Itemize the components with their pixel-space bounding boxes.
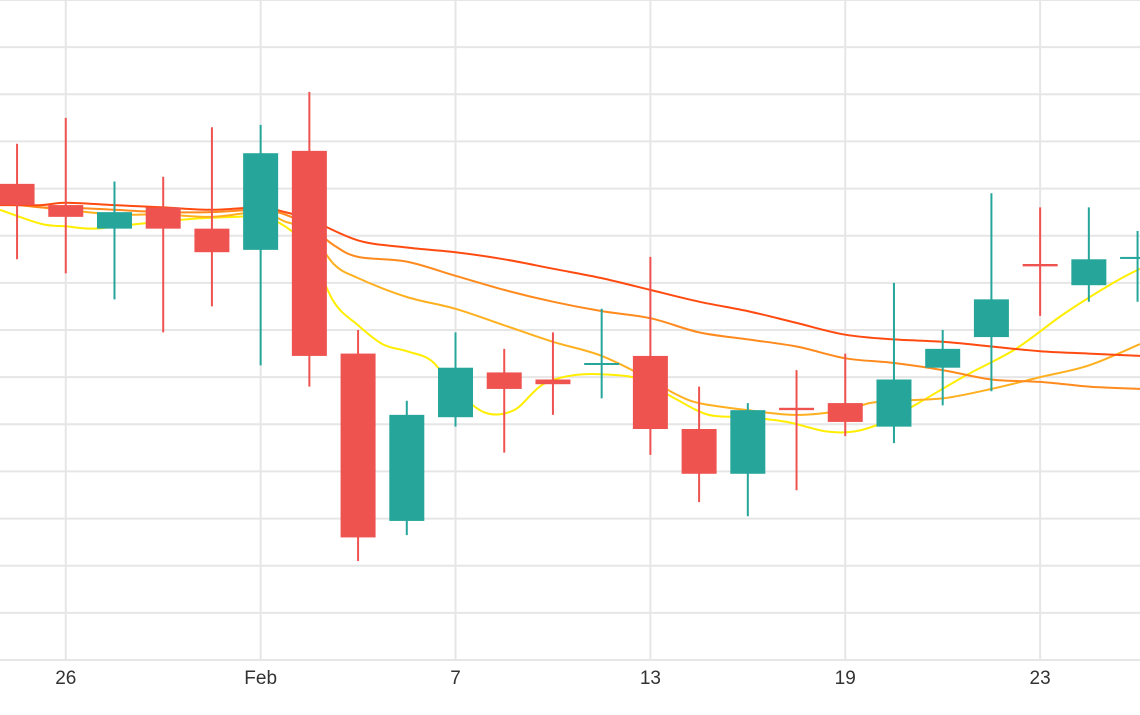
candle (291, 91, 327, 387)
x-tick-label: 13 (640, 668, 661, 689)
x-tick-label: 23 (1030, 668, 1051, 689)
moving-average-line (0, 208, 1140, 434)
candle-body (486, 372, 522, 389)
candle-body (145, 207, 181, 229)
candle (1120, 231, 1140, 302)
candles (0, 91, 1140, 561)
candle-body (48, 205, 84, 217)
candle (584, 308, 620, 399)
candle (779, 370, 815, 491)
candle (243, 124, 279, 366)
candle-body (779, 407, 815, 411)
candle-body (291, 150, 327, 356)
candle (632, 256, 668, 455)
x-tick-label: 19 (835, 668, 856, 689)
candle-body (96, 212, 132, 229)
candle (340, 330, 376, 561)
candle-body (243, 153, 279, 250)
candle (1071, 207, 1107, 302)
x-axis: 26 Feb 7 13 19 23 (55, 668, 1050, 689)
x-tick-label: Feb (244, 668, 277, 689)
candle (438, 332, 474, 427)
candle-body (0, 183, 35, 206)
candle (48, 117, 84, 274)
candle-body (876, 379, 912, 427)
candle-body (438, 367, 474, 418)
candle (0, 143, 35, 260)
candle (194, 127, 230, 307)
candle-body (535, 379, 571, 385)
candle (145, 176, 181, 333)
candle (925, 330, 961, 406)
candle-body (632, 355, 668, 429)
candle (876, 282, 912, 444)
candle (1022, 207, 1058, 316)
candle-body (389, 414, 425, 521)
candle (730, 403, 766, 517)
candle (96, 181, 132, 300)
candle-body (340, 353, 376, 538)
candle-body (584, 363, 620, 365)
candle-body (1022, 264, 1058, 267)
candle-body (827, 403, 863, 422)
candle-body (973, 299, 1009, 338)
x-tick-label: 26 (55, 668, 76, 689)
candle-body (1120, 256, 1140, 259)
x-tick-label: 7 (450, 668, 461, 689)
candle-body (925, 348, 961, 368)
candle (535, 332, 571, 415)
candle (486, 348, 522, 453)
candle (681, 386, 717, 503)
candle (827, 353, 863, 437)
candle-body (194, 228, 230, 253)
horizontal-gridlines (0, 0, 1140, 661)
candle (389, 400, 425, 536)
candle (973, 193, 1009, 392)
candle-body (730, 410, 766, 474)
moving-average-line (0, 201, 1140, 390)
candle-body (681, 429, 717, 474)
candle-body (1071, 259, 1107, 286)
